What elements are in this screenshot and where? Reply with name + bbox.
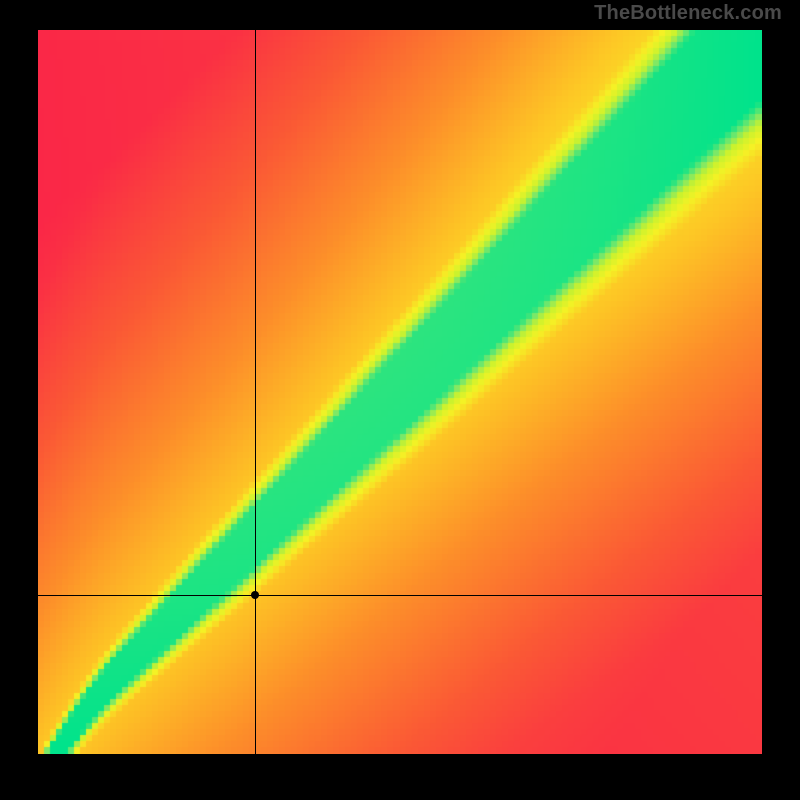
crosshair-marker <box>251 591 259 599</box>
crosshair-horizontal <box>38 595 762 596</box>
plot-area <box>38 30 762 754</box>
chart-container: TheBottleneck.com <box>0 0 800 800</box>
crosshair-vertical <box>255 30 256 754</box>
heatmap-canvas <box>38 30 762 754</box>
watermark-text: TheBottleneck.com <box>594 2 782 25</box>
